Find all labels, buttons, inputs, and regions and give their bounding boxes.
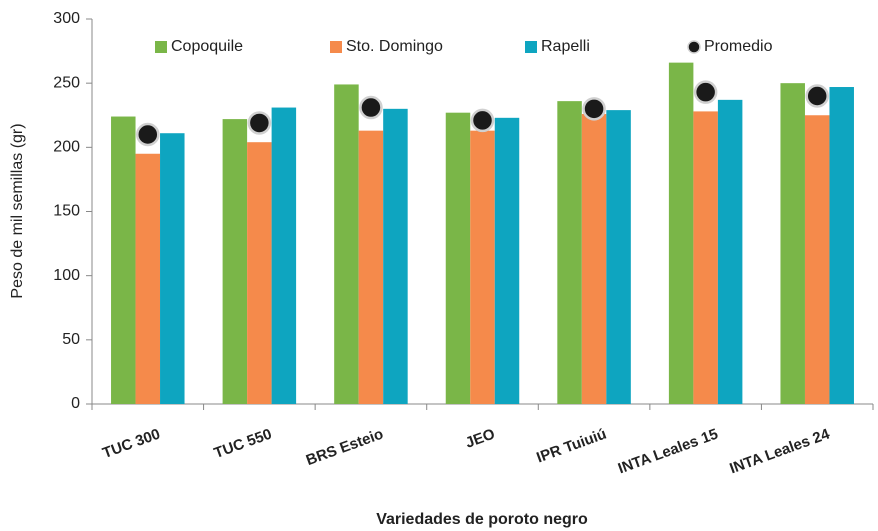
bar: [470, 130, 495, 404]
average-marker: [805, 84, 829, 108]
average-marker: [693, 80, 718, 104]
legend-swatch: [525, 41, 537, 53]
y-tick-label: 100: [53, 267, 80, 284]
y-axis-title: Peso de mil semillas (gr): [9, 123, 26, 298]
bar: [222, 119, 248, 404]
y-tick-label: 200: [53, 139, 80, 156]
bar: [804, 115, 830, 404]
legend-swatch: [330, 41, 342, 53]
x-tick-label: BRS Esteio: [304, 426, 386, 470]
y-tick-label: 300: [53, 10, 80, 27]
legend-marker: [687, 40, 701, 54]
legend-label: Rapelli: [541, 38, 590, 55]
bar: [606, 110, 631, 404]
average-marker: [247, 111, 272, 135]
x-tick-label: JEO: [463, 425, 497, 451]
x-tick-label: INTA Leales 15: [616, 426, 721, 478]
bar: [358, 130, 384, 404]
bar: [160, 133, 185, 404]
x-tick-label: INTA Leales 24: [727, 425, 832, 477]
y-tick-label: 150: [53, 203, 80, 220]
bar: [494, 117, 520, 405]
legend-label: Copoquile: [171, 38, 243, 55]
average-marker: [470, 108, 495, 133]
average-marker: [359, 95, 383, 120]
x-tick-label: TUC 300: [100, 426, 162, 463]
bar: [717, 99, 743, 404]
x-tick-label: IPR Tuiuiú: [534, 426, 608, 467]
legend-swatch: [155, 41, 167, 53]
bar: [271, 107, 297, 405]
bar: [383, 108, 408, 404]
y-tick-label: 250: [53, 74, 80, 91]
bar: [334, 84, 359, 404]
bar: [135, 153, 161, 404]
bar: [247, 142, 272, 404]
bar: [111, 116, 136, 405]
y-tick-label: 50: [62, 331, 80, 348]
bar: [445, 112, 471, 404]
x-axis-title: Variedades de poroto negro: [376, 511, 588, 528]
x-tick-label: TUC 550: [212, 426, 274, 463]
bar: [557, 101, 582, 404]
legend-label: Promedio: [704, 38, 773, 55]
bar: [668, 62, 694, 405]
y-tick-label: 0: [71, 395, 80, 412]
average-marker: [582, 97, 606, 121]
bar: [693, 111, 718, 405]
bar: [780, 83, 805, 405]
average-marker: [136, 122, 160, 147]
legend-label: Sto. Domingo: [346, 38, 443, 55]
bar: [829, 87, 854, 405]
bar: [581, 113, 607, 404]
